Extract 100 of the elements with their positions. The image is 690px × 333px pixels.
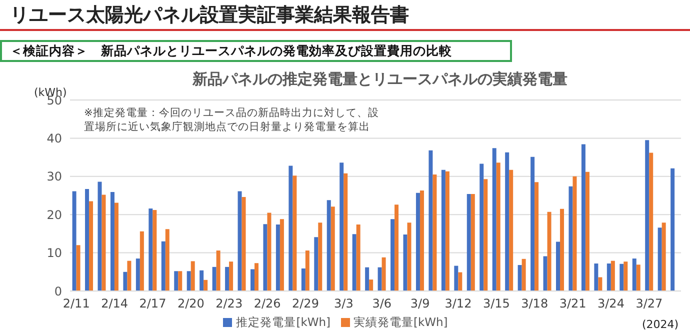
bar xyxy=(152,210,157,291)
bar xyxy=(356,224,360,291)
bar xyxy=(556,242,560,291)
bar xyxy=(136,258,140,291)
bar xyxy=(242,197,246,291)
bar xyxy=(85,189,90,291)
bar xyxy=(72,191,76,291)
bar xyxy=(301,268,306,291)
text: (2024) xyxy=(642,318,679,331)
bar xyxy=(610,260,615,291)
bar xyxy=(200,270,204,291)
bar xyxy=(496,162,500,291)
y-tick-label: 30 xyxy=(46,170,62,184)
bar xyxy=(649,152,654,291)
x-tick-label: 3/15 xyxy=(482,296,510,311)
bar xyxy=(89,201,94,291)
bar xyxy=(314,237,318,291)
bar xyxy=(547,212,552,291)
text: リユース太陽光パネル設置実証事業結果報告書 xyxy=(10,3,409,28)
bar xyxy=(407,222,412,291)
bar xyxy=(568,186,573,291)
x-tick-label: 3/18 xyxy=(521,296,548,311)
bar xyxy=(190,261,195,291)
bar xyxy=(174,271,178,291)
bar xyxy=(280,219,284,291)
y-tick-label: 0 xyxy=(54,284,62,298)
bar xyxy=(238,191,242,291)
bar xyxy=(530,156,535,291)
bar xyxy=(340,162,344,291)
bar xyxy=(326,200,331,291)
bar xyxy=(484,179,488,291)
y-tick-label: 40 xyxy=(46,131,62,146)
bar xyxy=(394,204,399,291)
bar xyxy=(365,267,370,291)
bar xyxy=(645,140,650,291)
bar xyxy=(466,194,471,291)
bar xyxy=(632,258,636,291)
bar xyxy=(505,152,510,291)
bar xyxy=(480,164,484,291)
bar xyxy=(624,262,628,291)
bar xyxy=(276,224,280,291)
bar xyxy=(606,263,611,291)
bar xyxy=(470,194,475,291)
bar xyxy=(560,208,564,291)
bar xyxy=(140,231,144,291)
bar xyxy=(148,208,153,291)
bar xyxy=(114,202,118,291)
bar xyxy=(382,257,386,291)
x-tick-label: 3/24 xyxy=(598,296,624,311)
bar xyxy=(454,266,458,291)
x-tick-label: 2/11 xyxy=(62,296,90,311)
bar xyxy=(620,264,624,291)
y-tick-label: 20 xyxy=(46,208,62,222)
bar xyxy=(543,256,548,291)
bar xyxy=(127,260,132,291)
bar xyxy=(161,241,166,291)
x-tick-label: 3/21 xyxy=(559,296,586,311)
bar xyxy=(390,219,395,291)
bar xyxy=(204,280,208,291)
x-tick-label: 2/26 xyxy=(254,296,281,311)
bar xyxy=(344,173,348,291)
legend-label: 実績発電量[kWh] xyxy=(354,315,448,329)
bar xyxy=(305,250,310,291)
bar xyxy=(225,266,230,291)
x-tick-label: 2/17 xyxy=(139,296,166,311)
bar xyxy=(416,192,420,291)
bar xyxy=(658,228,662,291)
bar xyxy=(428,150,433,291)
chart-title: 新品パネルの推定発電量とリユースパネルの実績発電量 xyxy=(191,70,568,89)
bar xyxy=(441,170,446,291)
bar xyxy=(378,267,382,291)
bar xyxy=(492,148,496,291)
bar xyxy=(165,229,170,291)
bar xyxy=(509,170,514,291)
bar xyxy=(288,166,293,291)
bar xyxy=(263,224,268,291)
bar xyxy=(330,206,335,291)
bar xyxy=(292,176,297,291)
bar xyxy=(662,222,666,291)
bar xyxy=(76,245,80,291)
bar xyxy=(572,176,577,291)
bar xyxy=(598,277,602,291)
x-tick-label: 2/14 xyxy=(101,296,128,311)
bar xyxy=(250,269,254,291)
x-tick-label: 3/6 xyxy=(372,296,392,311)
bar xyxy=(212,266,216,291)
bar xyxy=(594,263,598,291)
bar xyxy=(403,234,408,291)
legend-label: 推定発電量[kWh] xyxy=(236,315,330,329)
bar xyxy=(98,182,102,291)
bar xyxy=(636,264,640,291)
bar xyxy=(352,234,356,291)
bar xyxy=(110,192,114,291)
bar xyxy=(369,280,374,291)
bar xyxy=(534,182,539,291)
bar xyxy=(458,272,462,291)
bar xyxy=(178,271,182,291)
bar xyxy=(318,222,322,291)
x-tick-label: 3/12 xyxy=(444,296,472,311)
bar xyxy=(445,171,450,291)
